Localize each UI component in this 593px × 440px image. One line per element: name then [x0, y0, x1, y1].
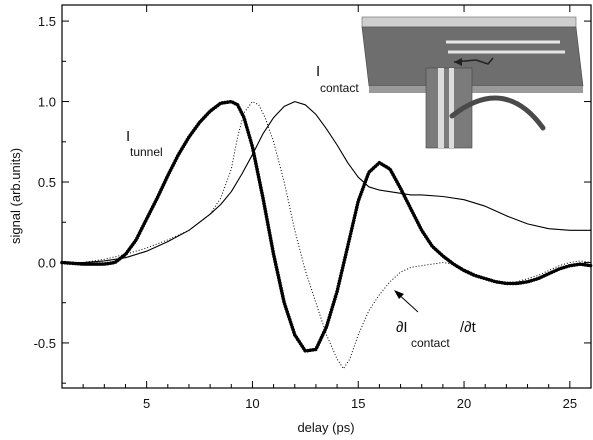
inset-plate: [361, 26, 584, 87]
x-axis: 5 10 15 20 25: [82, 5, 592, 411]
y-tick-label: 1.0: [38, 95, 56, 110]
x-tick-label: 10: [245, 396, 259, 411]
svg-text:contact: contact: [320, 81, 359, 95]
svg-text:I: I: [126, 128, 130, 145]
svg-text:contact: contact: [411, 336, 450, 350]
x-tick-label: 5: [143, 396, 150, 411]
x-axis-title: delay (ps): [297, 420, 354, 435]
svg-text:/∂t: /∂t: [460, 319, 477, 336]
x-tick-label: 25: [563, 396, 577, 411]
series-line-tunnel: [60, 99, 593, 353]
inset-plate-edge: [369, 86, 583, 93]
annotation-tunnel: I tunnel: [126, 128, 163, 159]
annotation-contact: I contact: [316, 63, 359, 95]
y-tick-label: 1.5: [38, 14, 56, 29]
annotation-derivative: ∂I contact /∂t: [394, 290, 477, 350]
series-layer: [60, 99, 593, 370]
y-tick-label: 0.0: [38, 255, 56, 270]
svg-text:I: I: [316, 63, 320, 80]
svg-text:tunnel: tunnel: [130, 145, 163, 159]
series-line-contact: [62, 101, 591, 264]
plot-frame: [61, 4, 592, 389]
inset-pad-top: [361, 16, 577, 28]
device-schematic-inset: [361, 16, 584, 149]
y-axis-title: signal (arb.units): [8, 148, 23, 244]
y-tick-label: 0.5: [38, 175, 56, 190]
series-line-derivative: [62, 101, 592, 370]
svg-text:∂I: ∂I: [396, 319, 408, 336]
annotation-arrowhead: [394, 290, 404, 299]
y-tick-label: -0.5: [34, 336, 56, 351]
x-tick-label: 15: [351, 396, 365, 411]
x-tick-label: 20: [457, 396, 471, 411]
